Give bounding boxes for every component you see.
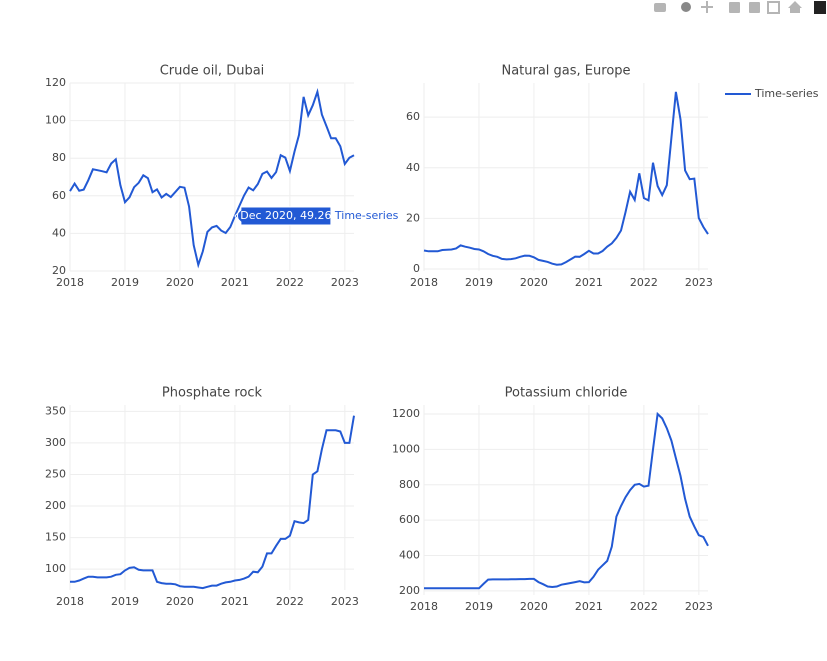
y-tick-label: 20 [406,211,420,224]
x-tick-label: 2020 [166,276,194,289]
zoom-out-icon[interactable] [749,2,760,13]
zoom-in-icon[interactable] [729,2,740,13]
x-tick-label: 2022 [276,595,304,608]
y-tick-label: 400 [399,549,420,562]
autoscale-icon[interactable] [767,1,780,14]
x-tick-label: 2019 [111,276,139,289]
camera-icon[interactable] [654,3,666,12]
hover-series-name: Time-series [334,209,399,222]
x-tick-label: 2018 [410,276,438,289]
y-tick-label: 60 [52,189,66,202]
y-tick-label: 200 [45,499,66,512]
chart-title: Phosphate rock [162,386,263,401]
y-tick-label: 80 [52,151,66,164]
y-tick-label: 100 [45,562,66,575]
y-tick-label: 1200 [392,407,420,420]
x-tick-label: 2019 [111,595,139,608]
x-tick-label: 2022 [276,276,304,289]
modebar [654,1,826,14]
y-tick-label: 250 [45,467,66,480]
line-series [69,87,355,269]
y-tick-label: 40 [406,161,420,174]
y-tick-label: 300 [45,436,66,449]
hover-label: (Dec 2020, 49.26) [236,209,336,222]
reset-icon[interactable] [788,1,802,13]
y-tick-label: 120 [45,76,66,89]
y-tick-label: 20 [52,264,66,277]
y-tick-label: 1000 [392,442,420,455]
chart-title: Natural gas, Europe [501,64,630,79]
x-tick-label: 2022 [630,276,658,289]
line-series [70,415,355,590]
y-tick-label: 800 [399,478,420,491]
x-tick-label: 2023 [331,276,359,289]
chart-title: Crude oil, Dubai [160,64,265,79]
x-tick-label: 2019 [465,276,493,289]
pan-icon[interactable] [701,1,713,13]
x-tick-label: 2023 [685,600,713,613]
line-series [423,91,709,266]
y-tick-label: 100 [45,114,66,127]
line-series [424,411,709,590]
y-tick-label: 600 [399,513,420,526]
x-tick-label: 2022 [630,600,658,613]
x-tick-label: 2023 [685,276,713,289]
x-tick-label: 2020 [520,600,548,613]
y-tick-label: 150 [45,531,66,544]
chart-title: Potassium chloride [505,386,628,401]
y-tick-label: 60 [406,110,420,123]
y-tick-label: 40 [52,226,66,239]
x-tick-label: 2021 [221,595,249,608]
x-tick-label: 2019 [465,600,493,613]
x-tick-label: 2020 [166,595,194,608]
x-tick-label: 2023 [331,595,359,608]
x-tick-label: 2021 [575,600,603,613]
y-tick-label: 350 [45,404,66,417]
x-tick-label: 2018 [410,600,438,613]
x-tick-label: 2018 [56,276,84,289]
y-tick-label: 0 [413,262,420,275]
x-tick-label: 2021 [221,276,249,289]
y-tick-label: 200 [399,584,420,597]
x-tick-label: 2020 [520,276,548,289]
zoom-icon[interactable] [681,2,691,12]
x-tick-label: 2018 [56,595,84,608]
hover-box [234,206,332,226]
x-tick-label: 2021 [575,276,603,289]
legend-label: Time-series [754,87,819,100]
plotly-logo[interactable] [814,1,826,14]
